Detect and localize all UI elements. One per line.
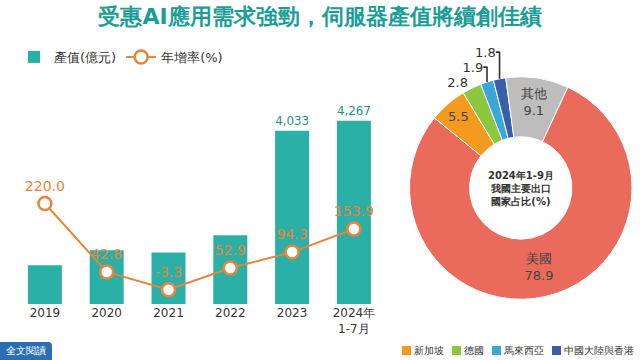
svg-text:2024年1-9月我國主要出口國家占比(%): 2024年1-9月我國主要出口國家占比(%): [488, 170, 554, 207]
svg-text:-3.3: -3.3: [155, 264, 182, 280]
svg-text:美國78.9: 美國78.9: [525, 251, 554, 283]
html-text:新加坡: 新加坡: [414, 345, 444, 356]
svg-text:2024年1-7月: 2024年1-7月: [333, 306, 376, 336]
svg-text:產值(億元): 產值(億元): [54, 50, 116, 65]
svg-text:94.3: 94.3: [277, 226, 308, 242]
svg-text:2021: 2021: [153, 306, 184, 320]
html-text:全文閱讀: 全文閱讀: [6, 345, 46, 356]
svg-text:其他9.1: 其他9.1: [521, 86, 547, 118]
svg-text:2020: 2020: [91, 306, 122, 320]
svg-text:2022: 2022: [215, 306, 246, 320]
svg-text:52.9: 52.9: [215, 242, 246, 258]
svg-text:1.9: 1.9: [463, 60, 484, 75]
svg-text:受惠AI應用需求強勁，伺服器產值將續創佳績: 受惠AI應用需求強勁，伺服器產值將續創佳績: [98, 4, 541, 29]
svg-text:2019: 2019: [30, 306, 61, 320]
svg-text:5.5: 5.5: [448, 109, 469, 124]
html-text:德國: 德國: [464, 345, 484, 356]
svg-text:4,267: 4,267: [337, 104, 371, 118]
html-text:馬來西亞: 馬來西亞: [504, 345, 544, 356]
svg-text:220.0: 220.0: [25, 178, 65, 194]
svg-text:42.8: 42.8: [91, 246, 122, 262]
svg-text:4,033: 4,033: [275, 114, 309, 128]
svg-text:年增率(%): 年增率(%): [161, 50, 223, 65]
svg-text:2.8: 2.8: [447, 75, 468, 90]
html-text:中國大陸與香港: 中國大陸與香港: [564, 345, 634, 356]
svg-text:2023: 2023: [277, 306, 308, 320]
svg-text:153.9: 153.9: [334, 203, 374, 219]
svg-text:1.8: 1.8: [475, 45, 496, 60]
